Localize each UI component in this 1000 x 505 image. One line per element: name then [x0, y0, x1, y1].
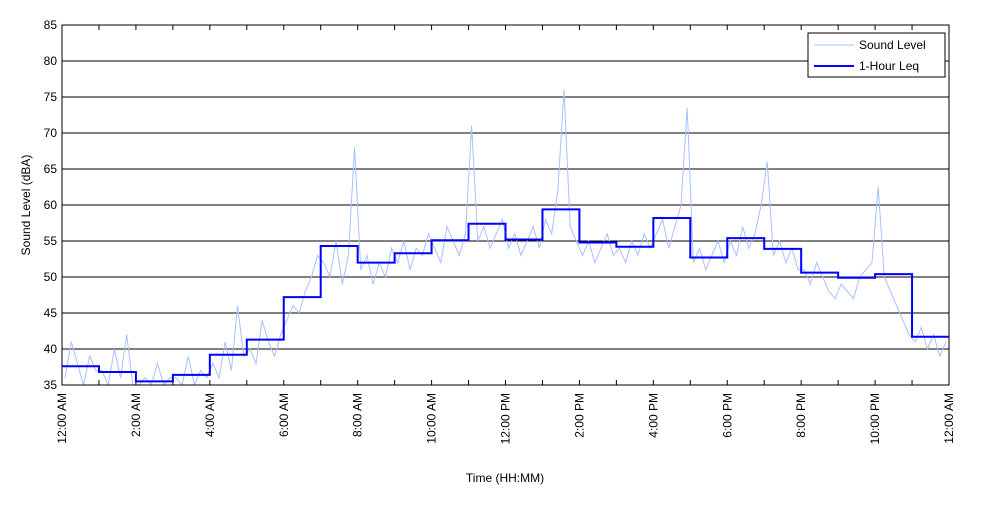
x-tick-label: 8:00 AM [351, 393, 365, 437]
y-tick-label: 60 [44, 198, 58, 212]
leq-step-line [62, 208, 949, 383]
y-tick-label: 40 [44, 342, 58, 356]
legend-box [807, 32, 946, 78]
grid-lines [62, 24, 949, 386]
legend-label-leq: 1-Hour Leq [859, 59, 919, 73]
y-axis-ticks: 35 40 45 50 55 60 65 70 75 80 85 [44, 18, 58, 392]
y-tick-label: 70 [44, 126, 58, 140]
x-tick-label: 2:00 AM [129, 393, 143, 437]
x-axis-label: Time (HH:MM) [466, 471, 544, 485]
legend-label-sound-level: Sound Level [859, 38, 926, 52]
legend: Sound Level 1-Hour Leq [807, 32, 946, 78]
x-tick-label: 2:00 PM [572, 393, 586, 438]
x-tick-label: 8:00 PM [794, 393, 808, 438]
x-tick-label: 6:00 AM [277, 393, 291, 437]
y-tick-label: 75 [44, 90, 58, 104]
x-tick-label: 6:00 PM [720, 393, 734, 438]
y-tick-label: 45 [44, 306, 58, 320]
x-axis-ticks: 12:00 AM 2:00 AM 4:00 AM 6:00 AM 8:00 AM 10:0… [55, 25, 956, 444]
x-tick-label: 4:00 PM [646, 393, 660, 438]
y-tick-label: 55 [44, 234, 58, 248]
y-tick-label: 85 [44, 18, 58, 32]
x-tick-label: 10:00 AM [425, 393, 439, 444]
x-tick-label: 4:00 AM [203, 393, 217, 437]
y-tick-label: 35 [44, 378, 58, 392]
x-tick-label: 10:00 PM [868, 393, 882, 444]
x-tick-label: 12:00 AM [55, 393, 69, 444]
plot-frame [61, 24, 950, 386]
x-tick-label: 12:00 PM [499, 393, 513, 444]
y-tick-label: 50 [44, 270, 58, 284]
y-axis-label: Sound Level (dBA) [19, 155, 33, 256]
y-tick-label: 65 [44, 162, 58, 176]
x-tick-label: 12:00 AM [942, 393, 956, 444]
y-tick-label: 80 [44, 54, 58, 68]
